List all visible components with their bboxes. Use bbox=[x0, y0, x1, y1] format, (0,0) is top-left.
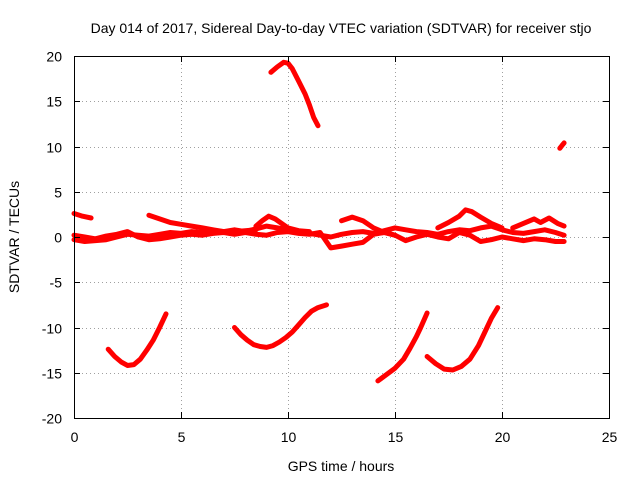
series-near-zero-8 bbox=[510, 215, 567, 231]
series-arc-d bbox=[424, 305, 501, 373]
y-tick-label: -5 bbox=[50, 275, 63, 291]
series-near-zero-3 bbox=[71, 211, 94, 221]
y-tick-label: 20 bbox=[46, 49, 62, 65]
x-tick-label: 5 bbox=[178, 429, 186, 445]
series-near-zero-5 bbox=[253, 213, 312, 235]
x-tick-label: 20 bbox=[495, 429, 511, 445]
y-tick-label: 10 bbox=[46, 140, 62, 156]
x-axis-label: GPS time / hours bbox=[288, 458, 395, 474]
y-tick-label: 0 bbox=[54, 230, 62, 246]
x-tick-label: 0 bbox=[71, 429, 79, 445]
series-near-zero-7 bbox=[435, 207, 505, 231]
y-tick-label: -10 bbox=[42, 321, 62, 337]
chart-title: Day 014 of 2017, Sidereal Day-to-day VTE… bbox=[91, 20, 592, 36]
y-tick-label: -15 bbox=[42, 366, 62, 382]
series-arc-b bbox=[232, 302, 329, 350]
series-near-zero-6 bbox=[339, 214, 398, 238]
series-near-zero-4 bbox=[146, 212, 259, 235]
y-tick-label: 15 bbox=[46, 94, 62, 110]
y-tick-label: -20 bbox=[42, 411, 62, 427]
x-tick-label: 15 bbox=[388, 429, 404, 445]
x-tick-label: 25 bbox=[602, 429, 618, 445]
series-arc-c bbox=[375, 310, 430, 384]
series-near-zero-2 bbox=[71, 229, 567, 251]
x-tick-label: 10 bbox=[281, 429, 297, 445]
axis-ticks: 0 5 10 15 20 25 -20 -15 -10 -5 0 5 10 15 20 bbox=[42, 49, 618, 446]
series-arc-a bbox=[105, 311, 169, 368]
plot-area bbox=[71, 59, 567, 384]
y-tick-label: 5 bbox=[54, 185, 62, 201]
series-arc-top bbox=[268, 59, 321, 129]
series-point-22.9 bbox=[557, 140, 567, 151]
y-axis-label: SDTVAR / TECUs bbox=[6, 181, 22, 293]
